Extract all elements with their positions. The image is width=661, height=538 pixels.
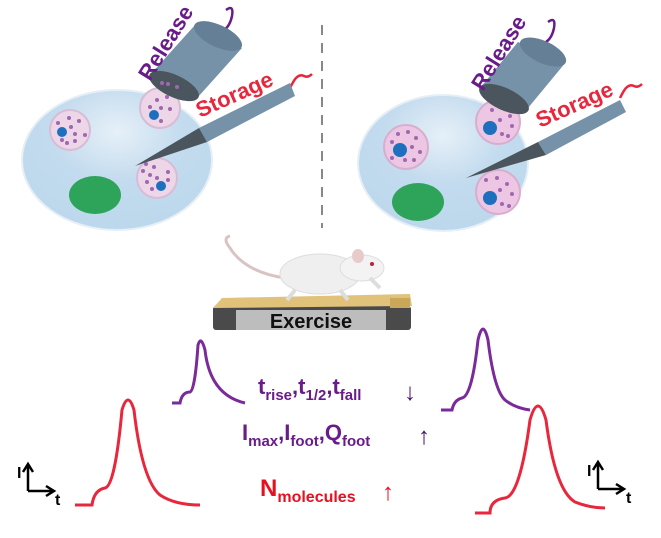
x-axis-label: t — [626, 490, 632, 507]
kinetics-parameters: trise,t1/2,tfall — [258, 374, 361, 404]
storage-wire — [618, 83, 643, 99]
vesicle — [475, 169, 521, 215]
mouse-icon — [224, 234, 385, 302]
release-trace-right — [441, 327, 531, 412]
y-axis-label: I — [587, 463, 591, 480]
molecules-increase-arrow: ↑ — [382, 479, 394, 506]
decrease-arrow: ↓ — [404, 379, 416, 406]
treadmill — [213, 294, 412, 330]
storage-trace-right — [475, 404, 606, 515]
amplitude-parameters: Imax,Ifoot,Qfoot — [242, 420, 370, 450]
storage-trace-left — [75, 398, 201, 507]
release-electrode — [479, 18, 567, 115]
vesicle — [136, 157, 178, 199]
nucleus — [69, 176, 121, 214]
right-cell — [357, 94, 529, 232]
axes-right — [591, 459, 627, 496]
storage-electrode — [135, 73, 313, 166]
storage-electrode — [466, 83, 643, 178]
axes-left — [21, 461, 57, 498]
molecules-parameter: Nmolecules — [260, 475, 356, 506]
exercise-label: Exercise — [270, 311, 352, 333]
release-trace-left — [172, 339, 246, 405]
y-axis-label: I — [17, 465, 21, 482]
x-axis-label: t — [55, 492, 61, 509]
nucleus — [392, 183, 444, 221]
increase-arrow: ↑ — [418, 423, 430, 450]
vesicle — [49, 109, 91, 151]
storage-wire — [288, 73, 313, 89]
vesicle — [383, 124, 429, 170]
vesicle — [139, 87, 181, 129]
release-electrode — [149, 6, 243, 102]
left-cell — [21, 87, 213, 231]
